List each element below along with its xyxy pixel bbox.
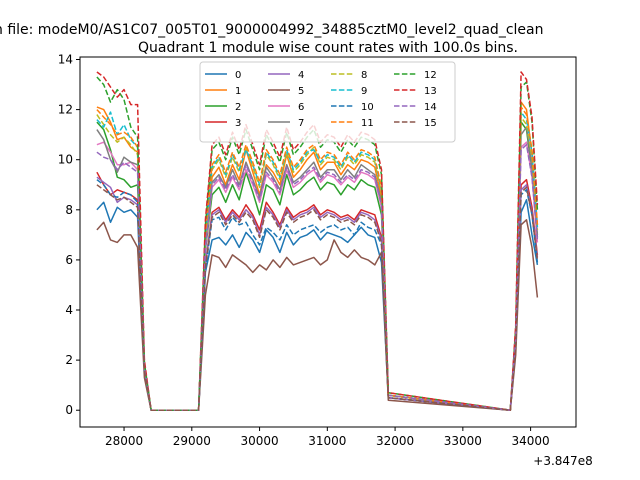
legend-label-2: 2 [235, 102, 241, 113]
y-tick-label: 4 [65, 303, 73, 317]
y-tick-label: 0 [65, 403, 73, 417]
axes-frame [79, 56, 577, 428]
legend-label-8: 8 [361, 70, 367, 81]
legend-label-6: 6 [298, 102, 304, 113]
y-axis: 0 2 4 6 8 10 12 14 [58, 53, 80, 417]
legend-label-14: 14 [424, 102, 437, 113]
y-tick-label: 8 [65, 203, 73, 217]
legend-label-9: 9 [361, 86, 367, 97]
y-tick-label: 10 [58, 153, 73, 167]
x-tick-label: 30000 [240, 434, 278, 448]
x-tick-label: 34000 [512, 434, 550, 448]
legend-label-15: 15 [424, 118, 437, 129]
legend-label-3: 3 [235, 118, 241, 129]
x-tick-label: 29000 [173, 434, 211, 448]
legend-label-13: 13 [424, 86, 437, 97]
series-line-15 [96, 184, 539, 411]
x-tick-label: 32000 [376, 434, 414, 448]
y-tick-label: 2 [65, 353, 73, 367]
legend-label-4: 4 [298, 70, 304, 81]
legend-label-0: 0 [235, 70, 241, 81]
figure-suptitle: n file: modeM0/AS1C07_005T01_9000004992_… [0, 22, 543, 38]
legend-label-5: 5 [298, 86, 304, 97]
x-offset-label: +3.847e8 [533, 454, 592, 468]
series-layer [96, 71, 539, 411]
legend-label-12: 12 [424, 70, 437, 81]
x-tick-label: 28000 [105, 434, 143, 448]
legend-label-10: 10 [361, 102, 374, 113]
x-tick-label: 31000 [308, 434, 346, 448]
legend-label-11: 11 [361, 118, 374, 129]
legend-frame [199, 61, 456, 143]
x-axis: 28000 29000 30000 31000 32000 33000 34000 [105, 427, 550, 448]
y-tick-label: 14 [58, 53, 73, 67]
series-line-10 [96, 179, 539, 411]
chart-title: Quadrant 1 module wise count rates with … [138, 40, 518, 56]
x-tick-label: 33000 [444, 434, 482, 448]
legend-label-7: 7 [298, 118, 304, 129]
series-line-5 [96, 219, 539, 411]
y-tick-label: 6 [65, 253, 73, 267]
legend-label-1: 1 [235, 86, 241, 97]
y-tick-label: 12 [58, 103, 73, 117]
